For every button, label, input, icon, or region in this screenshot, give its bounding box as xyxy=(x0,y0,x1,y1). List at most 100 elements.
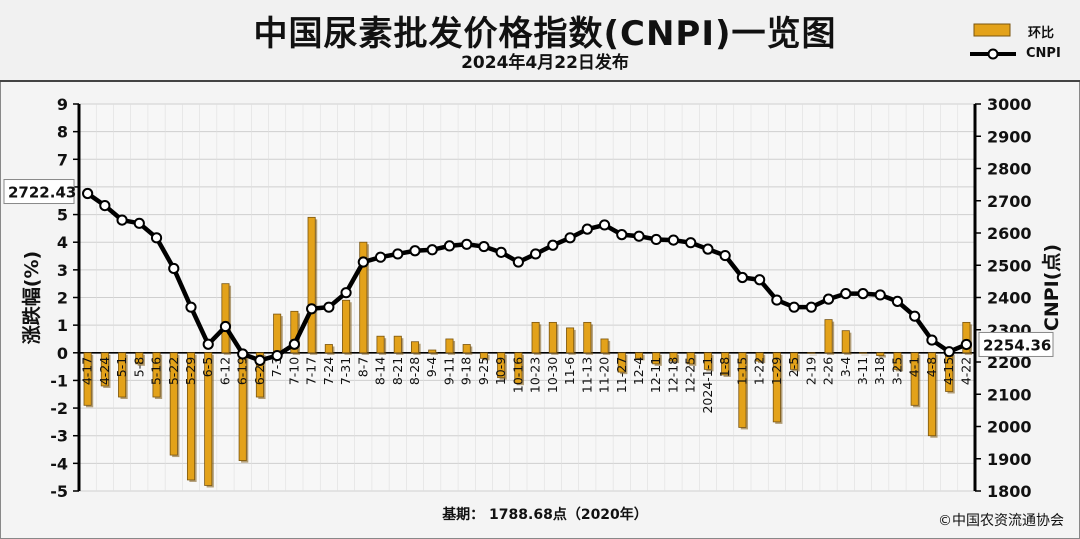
x-tick-label: 8-28 xyxy=(407,357,422,385)
bar xyxy=(100,352,109,387)
bar xyxy=(359,241,368,354)
right-tick-label: 1800 xyxy=(987,482,1032,501)
cnpi-point xyxy=(891,295,904,307)
x-tick-label: 3-11 xyxy=(855,357,870,385)
bar xyxy=(83,352,92,406)
cnpi-point xyxy=(581,223,593,235)
cnpi-point xyxy=(754,274,766,286)
bar xyxy=(221,283,230,354)
x-tick-label: 11-20 xyxy=(597,357,612,393)
left-tick-label: 9 xyxy=(57,95,68,114)
x-tick-label: 3-25 xyxy=(889,357,904,385)
cnpi-point xyxy=(237,348,249,360)
left-tick-label: 3 xyxy=(57,261,68,280)
cnpi-point xyxy=(530,248,542,260)
cnpi-point xyxy=(219,320,232,333)
cnpi-point xyxy=(426,244,438,256)
x-tick-label: 6-19 xyxy=(235,357,250,385)
x-tick-label: 12-18 xyxy=(665,357,680,393)
x-tick-label: 4-22 xyxy=(958,357,973,385)
bar xyxy=(376,335,385,354)
x-tick-label: 7-24 xyxy=(321,357,336,385)
x-tick-label: 4-17 xyxy=(80,357,95,385)
x-tick-label: 2024-1-1 xyxy=(700,357,715,414)
x-tick-label: 5-8 xyxy=(131,357,146,377)
bar xyxy=(186,352,196,481)
left-tick-label: -1 xyxy=(50,371,68,390)
bar xyxy=(755,352,764,362)
x-tick-label: 12-25 xyxy=(683,357,698,393)
x-tick-label: 5-16 xyxy=(149,357,164,385)
left-tick-label: -3 xyxy=(50,427,68,446)
x-tick-label: 10-16 xyxy=(510,357,525,393)
cnpi-point xyxy=(254,354,266,366)
bar xyxy=(703,352,712,370)
x-tick-label: 1-29 xyxy=(769,357,784,385)
x-tick-label: 1-15 xyxy=(734,357,749,385)
bar xyxy=(721,352,730,376)
left-tick-label: -2 xyxy=(50,399,68,418)
legend-bar-label: 环比 xyxy=(1028,26,1055,41)
x-tick-label: 12-11 xyxy=(648,357,663,393)
bar xyxy=(445,338,454,354)
x-tick-label: 5-1 xyxy=(114,357,129,377)
cnpi-point xyxy=(202,338,214,350)
legend-bar-swatch xyxy=(973,23,1011,37)
left-tick-label: 5 xyxy=(57,206,68,225)
cnpi-point xyxy=(478,240,490,253)
bar xyxy=(790,352,799,370)
cnpi-point xyxy=(443,240,456,252)
bar xyxy=(255,352,264,398)
bar xyxy=(893,352,902,370)
bar xyxy=(686,352,695,365)
x-tick-label: 9-4 xyxy=(424,357,439,377)
right-tick-label: 2500 xyxy=(987,256,1032,275)
cnpi-point xyxy=(616,229,628,241)
cnpi-line xyxy=(86,191,968,363)
x-tick-label: 3-18 xyxy=(872,357,887,385)
bar xyxy=(135,352,144,365)
bar xyxy=(910,352,919,406)
x-tick-label: 4-15 xyxy=(941,357,956,385)
left-tick-label: 7 xyxy=(57,150,68,169)
bar xyxy=(652,352,661,365)
bar xyxy=(428,349,437,354)
cnpi-point xyxy=(822,293,835,305)
cnpi-point xyxy=(461,238,473,250)
bar xyxy=(617,352,626,373)
page-title: 中国尿素批发价格指数(CNPI)一览图 xyxy=(253,14,837,54)
right-tick-label: 2100 xyxy=(987,385,1032,404)
right-tick-label: 1900 xyxy=(987,450,1032,469)
x-tick-label: 1-8 xyxy=(717,357,732,377)
bar xyxy=(876,352,885,356)
x-tick-label: 9-25 xyxy=(476,357,491,385)
bar xyxy=(531,321,540,354)
bar xyxy=(548,321,557,354)
right-tick-label: 2400 xyxy=(987,289,1032,308)
bar xyxy=(841,330,850,354)
cnpi-point xyxy=(650,233,662,246)
cnpi-point xyxy=(547,239,559,251)
bar xyxy=(858,352,868,354)
cnpi-point xyxy=(82,187,94,200)
x-tick-label: 7-31 xyxy=(338,357,353,385)
cnpi-point xyxy=(702,243,714,255)
left-tick-label: -4 xyxy=(50,454,68,473)
bar xyxy=(342,299,351,354)
last-value-box xyxy=(978,331,1054,357)
cnpi-point xyxy=(874,289,886,301)
left-tick-label: 2 xyxy=(57,289,68,308)
x-tick-label: 10-23 xyxy=(528,357,543,393)
bar xyxy=(962,321,971,354)
x-tick-label: 8-7 xyxy=(355,357,370,377)
right-tick-label: 2000 xyxy=(987,418,1032,437)
x-tick-label: 6-12 xyxy=(217,357,232,385)
cnpi-point xyxy=(788,301,800,313)
right-axis-title: CNPI(点) xyxy=(1041,244,1063,331)
bar xyxy=(566,327,575,354)
bar-shadow xyxy=(430,352,438,355)
bar xyxy=(497,352,506,379)
bar-shadow xyxy=(809,354,817,356)
bar xyxy=(169,352,178,456)
bar xyxy=(514,352,523,384)
